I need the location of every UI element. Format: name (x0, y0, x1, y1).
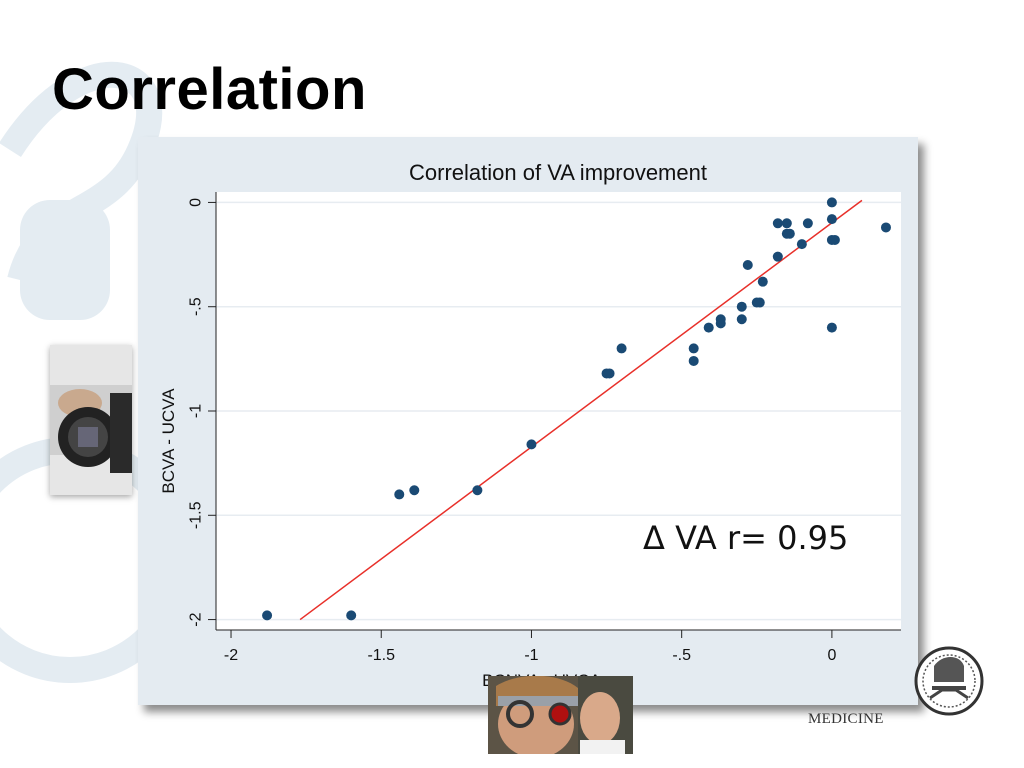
examination-illustration (488, 676, 633, 754)
data-point (826, 322, 837, 333)
data-point (409, 485, 420, 496)
grid-lines (216, 201, 901, 621)
data-point (262, 610, 273, 621)
y-tick-label: -1.5 (188, 501, 205, 529)
trial-frame (498, 696, 578, 706)
data-point (772, 218, 783, 229)
data-point (802, 218, 813, 229)
slide-title: Correlation (52, 57, 367, 122)
data-point (394, 489, 405, 500)
data-point (784, 228, 795, 239)
watermark-shape (20, 200, 110, 320)
university-seal-logo (914, 646, 984, 716)
data-point (880, 222, 891, 233)
chart-title: Correlation of VA improvement (409, 160, 707, 185)
data-point (742, 260, 753, 270)
data-point (736, 301, 747, 312)
x-tick-label: 0 (827, 647, 836, 664)
chart-panel: Correlation of VA improvement 0 -.5 -1 -1.5… (138, 137, 918, 705)
data-point (472, 485, 483, 496)
x-tick-label: -1 (524, 647, 538, 664)
y-tick-label: -2 (188, 612, 205, 626)
y-tick-label: 0 (188, 198, 205, 207)
scatter-chart: Correlation of VA improvement 0 -.5 -1 -1.5… (138, 137, 918, 705)
camera-illustration (50, 345, 132, 495)
data-point (703, 322, 714, 333)
axis-ticks: 0 -.5 -1 -1.5 -2 -2 -1.5 -1 -.5 0 (188, 198, 837, 664)
data-point (616, 343, 627, 354)
data-point (715, 314, 726, 325)
x-tick-label: -2 (224, 647, 238, 664)
correlation-annotation: Δ VA r= 0.95 (643, 519, 848, 557)
y-tick-label: -.5 (188, 297, 205, 316)
data-point (826, 197, 837, 208)
data-point (781, 218, 792, 229)
data-point (826, 214, 837, 225)
data-point (829, 234, 840, 245)
x-tick-label: -1.5 (367, 647, 395, 664)
x-tick-label: -.5 (672, 647, 691, 664)
data-point (688, 355, 699, 366)
data-point (754, 297, 765, 308)
y-tick-label: -1 (188, 404, 205, 418)
data-point (346, 610, 357, 621)
fit-line (299, 199, 863, 621)
data-point (757, 276, 768, 287)
data-point (796, 239, 807, 250)
data-point (772, 251, 783, 262)
examination-photo (488, 676, 633, 754)
data-point (526, 439, 537, 450)
data-point (736, 314, 747, 325)
logo-text: MEDICINE (808, 711, 884, 727)
data-point (604, 368, 615, 379)
face-shape (580, 692, 620, 744)
camera-photo (50, 345, 132, 495)
data-points (262, 197, 891, 621)
y-axis-label: BCVA - UCVA (159, 388, 178, 494)
data-point (688, 343, 699, 354)
